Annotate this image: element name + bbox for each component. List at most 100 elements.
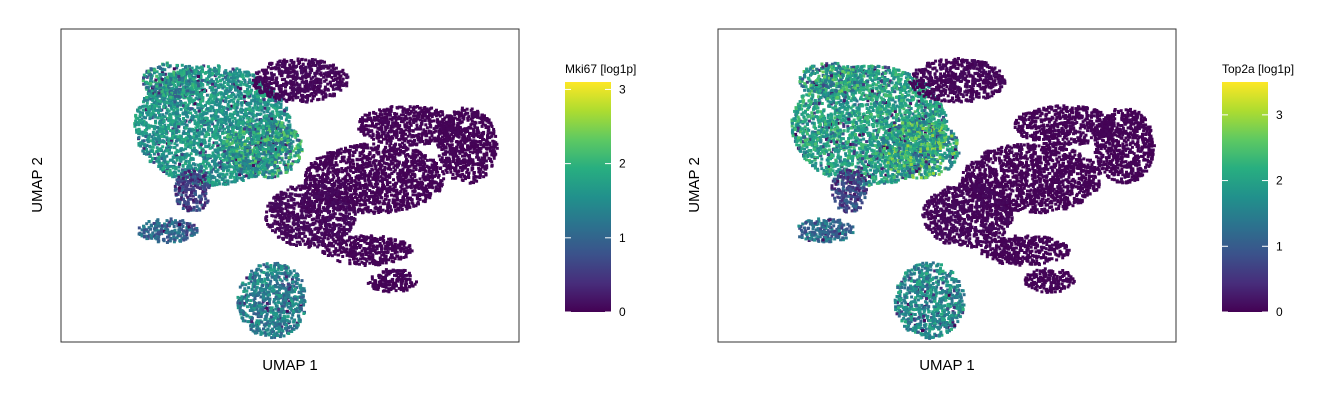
cell-point <box>181 76 185 80</box>
cell-point <box>171 80 175 84</box>
cell-point <box>237 168 240 172</box>
cell-point <box>213 124 216 128</box>
cell-point <box>237 89 241 93</box>
cell-point <box>224 157 227 160</box>
cell-point <box>285 59 289 63</box>
cell-point <box>271 154 275 158</box>
cell-point <box>279 134 283 137</box>
cell-point <box>304 71 308 75</box>
cell-point <box>158 155 161 159</box>
cell-point <box>288 63 292 67</box>
cell-point <box>236 98 240 102</box>
cell-point <box>182 138 186 142</box>
cell-point <box>255 150 259 153</box>
cell-point <box>257 82 261 86</box>
cell-point <box>144 135 148 138</box>
cell-point <box>418 166 422 170</box>
cell-point <box>295 138 299 142</box>
cell-point <box>155 130 159 134</box>
cell-point <box>172 67 176 71</box>
cell-point <box>249 92 253 96</box>
cell-point <box>310 58 314 61</box>
cell-point <box>148 117 152 121</box>
cell-point <box>161 125 165 129</box>
cell-point <box>339 147 343 151</box>
cell-point <box>259 112 263 116</box>
cell-point <box>209 107 212 111</box>
cell-point <box>141 111 144 115</box>
cell-point <box>271 139 275 143</box>
cell-point <box>376 182 380 186</box>
cell-point <box>294 64 298 68</box>
cell-point <box>257 92 261 96</box>
cell-point <box>269 136 273 140</box>
cell-point <box>414 193 418 197</box>
cell-point <box>239 74 243 78</box>
cell-point <box>151 98 155 102</box>
cell-point <box>425 164 429 168</box>
cell-point <box>264 127 268 131</box>
cell-point <box>307 72 311 76</box>
cell-point <box>433 189 437 193</box>
cell-point <box>244 153 248 157</box>
cell-point <box>199 167 203 171</box>
cell-point <box>229 175 233 179</box>
cell-point <box>441 170 445 174</box>
cell-point <box>236 75 239 79</box>
cell-point <box>209 166 213 170</box>
cell-point <box>206 65 210 69</box>
cell-point <box>270 158 274 162</box>
cell-point <box>427 183 431 187</box>
cell-point <box>166 117 170 120</box>
cell-point <box>223 150 227 154</box>
cell-point <box>173 142 177 146</box>
cell-point <box>269 138 273 142</box>
cell-point <box>427 170 431 174</box>
cell-point <box>292 81 296 84</box>
cell-point <box>149 149 153 153</box>
cell-point <box>285 132 289 136</box>
cell-point <box>197 66 201 70</box>
cell-point <box>257 145 261 149</box>
cell-point <box>178 114 181 118</box>
cell-point <box>256 140 260 144</box>
cell-point <box>173 96 177 100</box>
cell-point <box>200 124 203 128</box>
cell-point <box>172 77 175 81</box>
cell-point <box>144 98 148 102</box>
cell-point <box>170 91 174 95</box>
cell-point <box>256 76 260 79</box>
cell-point <box>159 67 163 70</box>
cell-point <box>190 66 194 70</box>
cell-point <box>288 149 292 153</box>
cell-point <box>163 115 167 119</box>
cell-point <box>335 87 339 91</box>
cell-point <box>142 73 146 77</box>
cell-point <box>147 85 151 89</box>
cell-point <box>154 96 158 100</box>
cell-point <box>185 112 188 116</box>
cell-point <box>250 173 253 177</box>
cell-point <box>357 175 360 179</box>
cell-point <box>170 151 174 155</box>
cell-point <box>221 74 225 78</box>
cell-point <box>211 87 215 91</box>
cell-point <box>328 64 332 68</box>
cell-point <box>343 198 347 202</box>
cell-point <box>240 131 244 135</box>
cell-point <box>169 141 173 145</box>
cell-point <box>406 153 410 156</box>
cell-point <box>304 88 308 92</box>
cell-point <box>184 147 188 151</box>
cell-point <box>390 193 393 197</box>
cell-point <box>279 171 283 175</box>
cell-point <box>196 115 200 119</box>
cell-point <box>165 169 169 173</box>
cell-point <box>340 167 344 170</box>
cell-point <box>293 88 297 92</box>
cell-point <box>192 162 196 166</box>
cell-point <box>221 124 225 128</box>
cell-point <box>331 66 335 70</box>
cell-point <box>266 164 270 168</box>
cell-point <box>268 143 272 147</box>
